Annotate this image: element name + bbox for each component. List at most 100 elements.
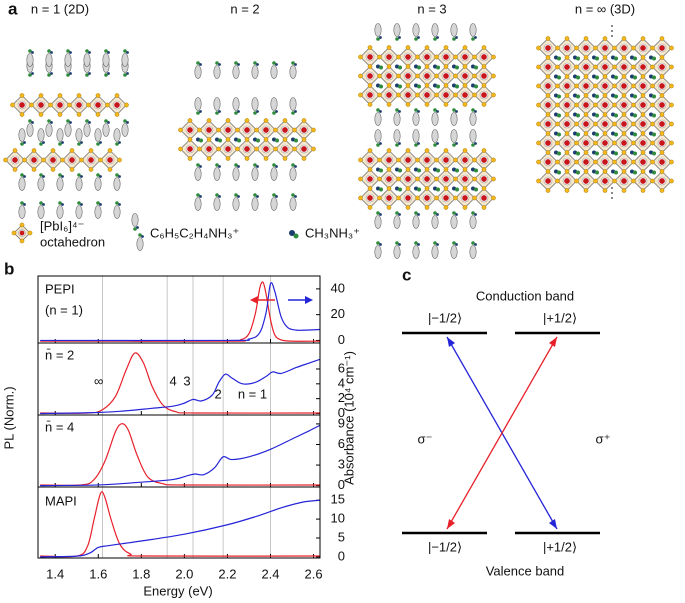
organic-cation [64,123,72,137]
organic-cation [26,123,34,137]
iodide [358,195,363,201]
organic-cation [433,143,437,147]
iodide [593,178,598,184]
iodide [377,92,382,98]
organic-cation [469,245,477,259]
iodide [631,159,636,165]
lead-atom [405,195,411,201]
iodide [564,112,570,117]
iodide [358,157,363,163]
iodide [424,167,430,172]
lead-atom [659,159,665,165]
iodide [574,102,579,108]
iodide [631,102,636,108]
iodide [555,64,560,70]
iodide [564,55,570,60]
iodide [95,93,101,98]
organic-cation [251,167,259,181]
cation [474,65,478,70]
organic-cation [251,197,259,211]
cation [398,168,402,173]
organic-cation [414,241,418,245]
organic-cation [64,53,72,67]
organic-cation [436,142,439,145]
organic-cation [199,110,202,113]
organic-cation [94,177,102,191]
cation [436,168,440,173]
iodide [88,148,94,153]
organic-cation [272,193,276,197]
iodide [292,127,297,133]
cation [576,113,580,118]
iodide [583,188,589,193]
arrow-head [447,519,455,529]
lead-atom [602,83,608,89]
iodide [659,188,665,193]
iodide [545,150,551,155]
y2-tick-label: 3 [338,456,345,471]
lead-atom [443,73,449,79]
lead-atom [659,64,665,70]
legend-text: [PbI₆]⁴⁻ [40,218,84,233]
iodide [443,45,449,50]
spectrum-line [40,282,321,342]
organic-cation [393,129,401,143]
y-axis-label: PL (Norm.) [1,386,16,449]
spectrum-line [40,358,321,415]
organic-cation [80,203,83,206]
organic-cation [18,177,26,191]
organic-cation [379,110,382,113]
organic-cation [85,49,89,53]
peak-label: n = 1 [238,386,267,401]
iodide [301,156,307,161]
cation [557,151,561,156]
iodide [424,64,430,69]
lead-atom [386,195,392,201]
lead-atom [545,64,551,70]
cation [614,132,618,137]
organic-cation [47,49,51,53]
iodide [650,64,655,70]
iodide [396,157,401,163]
organic-cation [237,195,240,198]
iodide [311,127,316,133]
iodide [659,112,665,117]
iodide [612,64,617,70]
iodide [640,112,646,117]
lead-atom [602,140,608,146]
iodide [659,36,665,41]
organic-cation [398,36,401,39]
y2-tick-label: 0 [338,477,345,492]
cation [398,65,402,70]
organic-cation [138,233,142,237]
cation [614,170,618,175]
iodide [225,118,231,123]
continuation-dot [611,25,613,27]
cation [218,138,222,143]
cation [379,168,383,173]
cation [474,168,478,173]
iodide [197,146,202,152]
iodide [396,73,401,79]
organic-cation [452,108,456,112]
organic-cation [213,65,221,79]
iodide [621,169,627,174]
iodide [367,64,373,69]
organic-cation [50,72,53,75]
organic-cation [118,203,121,206]
organic-cation [23,141,26,144]
organic-cation [417,142,420,145]
organic-cation [99,175,102,178]
lead-atom [481,195,487,201]
organic-cation [102,123,110,137]
organic-cation [452,143,456,147]
spectrum-line [40,499,321,558]
lead-atom [386,157,392,163]
structure-title: n = ∞ (3D) [575,1,635,16]
iodide [415,92,420,98]
iodide [481,45,487,50]
iodide [377,176,382,182]
iodide [50,167,56,172]
lead-atom [405,176,411,182]
organic-cation [194,167,202,181]
